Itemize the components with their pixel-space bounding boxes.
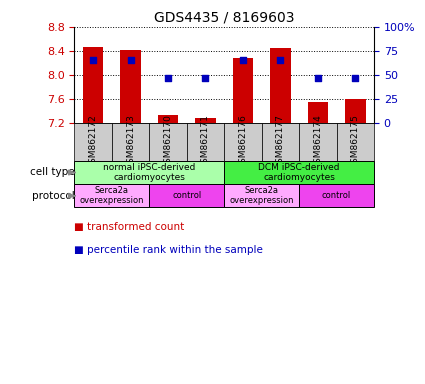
Title: GDS4435 / 8169603: GDS4435 / 8169603: [154, 10, 295, 24]
Bar: [308, 102, 328, 122]
Text: normal iPSC-derived
cardiomyocytes: normal iPSC-derived cardiomyocytes: [103, 163, 196, 182]
Point: [202, 74, 209, 81]
Point: [127, 57, 134, 63]
Text: control: control: [172, 191, 201, 200]
Text: DCM iPSC-derived
cardiomyocytes: DCM iPSC-derived cardiomyocytes: [258, 163, 340, 182]
Text: GSM862173: GSM862173: [126, 114, 135, 169]
Bar: [270, 48, 291, 122]
Text: GSM862174: GSM862174: [313, 114, 322, 169]
Bar: [74, 122, 112, 161]
Point: [164, 74, 171, 81]
Bar: [149, 184, 224, 207]
Text: GSM862171: GSM862171: [201, 114, 210, 169]
Text: GSM862176: GSM862176: [238, 114, 247, 169]
Text: GSM862172: GSM862172: [88, 114, 98, 169]
Point: [314, 74, 321, 81]
Bar: [224, 184, 299, 207]
Text: ■ percentile rank within the sample: ■ percentile rank within the sample: [74, 245, 263, 255]
Text: Serca2a
overexpression: Serca2a overexpression: [79, 186, 144, 205]
Bar: [345, 99, 366, 122]
Bar: [112, 122, 149, 161]
Point: [277, 57, 284, 63]
Bar: [74, 184, 149, 207]
Point: [90, 57, 96, 63]
Text: ■ transformed count: ■ transformed count: [74, 222, 184, 232]
Bar: [195, 118, 216, 122]
Point: [352, 74, 359, 81]
Point: [240, 57, 246, 63]
Bar: [232, 58, 253, 122]
Bar: [337, 122, 374, 161]
Bar: [158, 116, 178, 122]
Bar: [262, 122, 299, 161]
Text: protocol: protocol: [31, 191, 74, 201]
Bar: [149, 122, 187, 161]
Bar: [120, 50, 141, 122]
Text: Serca2a
overexpression: Serca2a overexpression: [230, 186, 294, 205]
Text: GSM862170: GSM862170: [164, 114, 173, 169]
Text: GSM862177: GSM862177: [276, 114, 285, 169]
Bar: [74, 161, 224, 184]
Bar: [83, 46, 103, 122]
Text: cell type: cell type: [30, 167, 74, 177]
Bar: [299, 122, 337, 161]
Bar: [187, 122, 224, 161]
Bar: [224, 161, 374, 184]
Text: control: control: [322, 191, 351, 200]
Text: GSM862175: GSM862175: [351, 114, 360, 169]
Bar: [224, 122, 262, 161]
Bar: [299, 184, 374, 207]
